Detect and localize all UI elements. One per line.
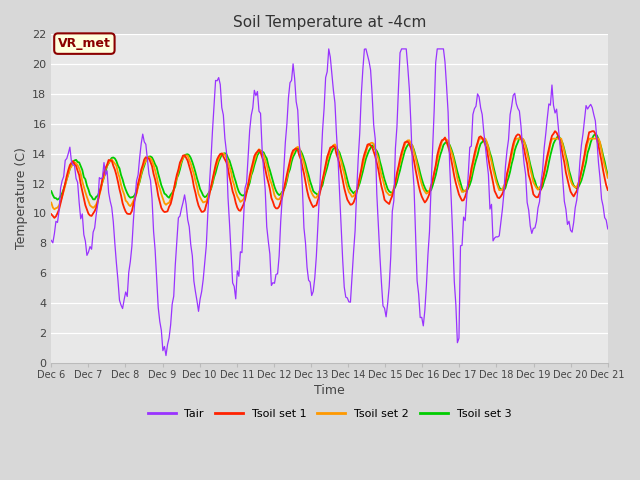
Text: VR_met: VR_met bbox=[58, 37, 111, 50]
Y-axis label: Temperature (C): Temperature (C) bbox=[15, 147, 28, 250]
Legend: Tair, Tsoil set 1, Tsoil set 2, Tsoil set 3: Tair, Tsoil set 1, Tsoil set 2, Tsoil se… bbox=[143, 405, 516, 423]
X-axis label: Time: Time bbox=[314, 384, 345, 397]
Title: Soil Temperature at -4cm: Soil Temperature at -4cm bbox=[233, 15, 426, 30]
